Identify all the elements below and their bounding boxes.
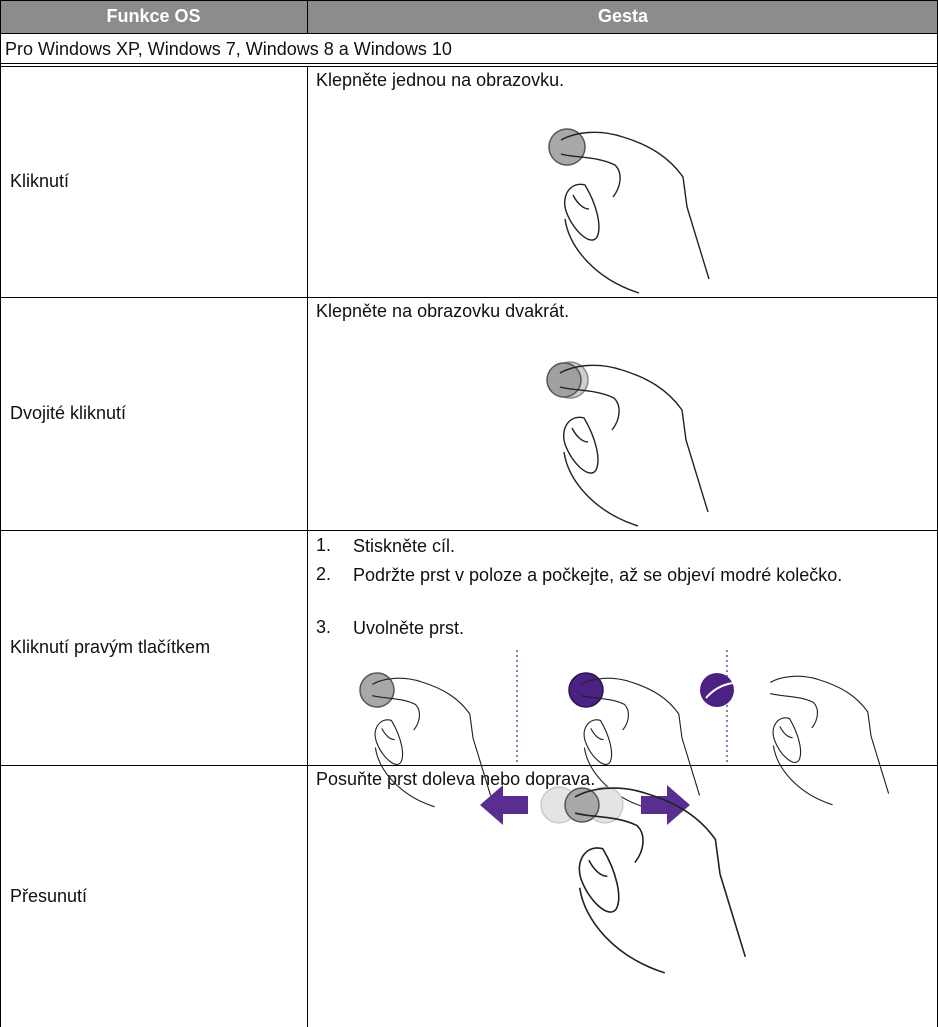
- header-cell: Funkce OS: [0, 0, 307, 33]
- function-label: Kliknutí pravým tlačítkem: [10, 637, 211, 657]
- border: [0, 297, 938, 298]
- step-text: Uvolněte prst.: [353, 618, 465, 638]
- step-text: Stiskněte cíl.: [353, 536, 456, 556]
- drag-illustration: [480, 785, 747, 974]
- tap-illustration: [548, 128, 710, 294]
- border: [0, 530, 938, 531]
- border: [0, 765, 938, 766]
- double-tap-illustration: [546, 361, 709, 527]
- border: [0, 33, 938, 34]
- gesture-text: Klepněte na obrazovku dvakrát.: [316, 301, 570, 321]
- step-number: 1.: [316, 535, 332, 555]
- step-number: 2.: [316, 564, 332, 584]
- border: [0, 0, 1, 1027]
- function-label: Přesunutí: [10, 885, 88, 906]
- right-click-illustration: [359, 650, 890, 808]
- section-row: Pro Windows XP, Windows 7, Windows 8 a W…: [5, 39, 452, 59]
- gesture-text: Posuňte prst doleva nebo doprava.: [316, 769, 596, 789]
- step-text: Podržte prst v poloze a počkejte, až se …: [353, 565, 843, 585]
- gesture-text: Klepněte jednou na obrazovku.: [316, 70, 565, 90]
- header-cell: Gesta: [308, 0, 938, 33]
- function-label: Dvojité kliknutí: [10, 403, 127, 423]
- function-label: Kliknutí: [10, 171, 70, 191]
- border: [307, 66, 308, 1027]
- border: [0, 63, 938, 64]
- step-number: 3.: [316, 617, 332, 637]
- border: [307, 0, 308, 33]
- border: [0, 66, 938, 67]
- border: [0, 0, 938, 1]
